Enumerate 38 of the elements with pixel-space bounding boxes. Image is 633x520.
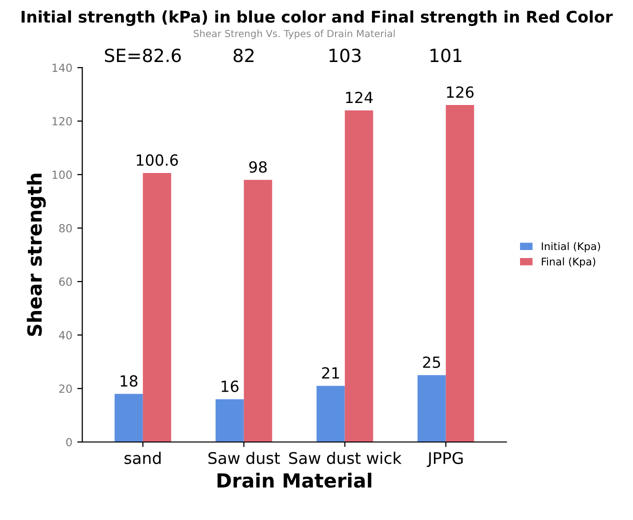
x-tick-label: Saw dust wick: [289, 452, 402, 464]
y-tick-label: 100: [52, 170, 72, 179]
bar: [344, 110, 374, 442]
legend-label: Final (Kpa): [542, 257, 596, 268]
text: SE=82.6: [104, 48, 181, 62]
y-tick-label: 0: [66, 438, 72, 446]
bar: [142, 172, 172, 442]
x-axis-title: Drain Material: [218, 472, 372, 488]
y-tick-label: 40: [58, 331, 72, 340]
x-tick-label: JPPG: [426, 452, 463, 468]
bar: [316, 386, 345, 442]
bar: [418, 375, 446, 442]
bar: [446, 105, 474, 442]
text: 101: [430, 48, 462, 62]
data-label: 16: [222, 380, 238, 392]
bar: [216, 399, 244, 442]
data-label: 98: [249, 161, 267, 173]
data-label: 25: [423, 356, 440, 368]
y-tick-label: 120: [52, 117, 72, 126]
data-label: 18: [120, 375, 138, 387]
data-label: 126: [447, 86, 474, 98]
y-tick-label: 140: [52, 64, 72, 72]
chart-title: Initial strength (kPa) in blue color and Final strength in Red Color: [22, 10, 613, 26]
chart-subtitle: Shear Strengh Vs. Types of Drain Material: [194, 30, 395, 40]
x-tick-label: Saw dust: [208, 452, 280, 464]
text: 82: [234, 48, 254, 62]
data-label: 21: [322, 367, 340, 378]
y-tick-label: 60: [59, 278, 72, 286]
x-tick-label: sand: [124, 452, 161, 464]
y-tick-label: 20: [59, 384, 72, 393]
y-tick-label: 80: [59, 224, 72, 232]
bar: [114, 394, 143, 442]
data-label: 100.6: [136, 154, 178, 166]
y-axis-title: Shear strength: [26, 174, 46, 336]
legend-label: Initial (Kpa): [542, 242, 600, 252]
text: 103: [330, 48, 361, 62]
data-label: 124: [346, 92, 373, 104]
bar: [244, 180, 272, 442]
